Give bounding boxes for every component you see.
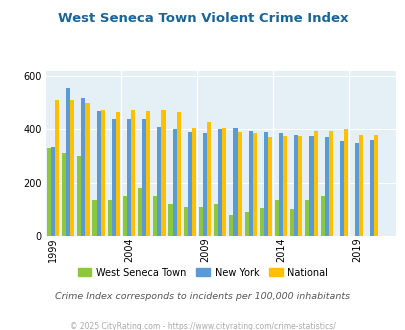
Text: West Seneca Town Violent Crime Index: West Seneca Town Violent Crime Index	[58, 12, 347, 24]
Bar	[153, 196, 157, 236]
Bar	[172, 129, 176, 236]
Bar	[320, 196, 324, 236]
Bar	[229, 214, 233, 236]
Bar	[168, 204, 172, 236]
Bar	[142, 119, 146, 236]
Bar	[51, 147, 55, 236]
Bar	[85, 103, 90, 236]
Bar	[183, 207, 188, 236]
Legend: West Seneca Town, New York, National: West Seneca Town, New York, National	[74, 264, 331, 282]
Bar	[96, 111, 100, 236]
Bar	[324, 138, 328, 236]
Bar	[237, 132, 241, 236]
Bar	[192, 128, 196, 236]
Bar	[263, 132, 267, 236]
Bar	[290, 209, 294, 236]
Bar	[100, 110, 104, 236]
Bar	[188, 132, 192, 236]
Bar	[259, 208, 263, 236]
Text: © 2025 CityRating.com - https://www.cityrating.com/crime-statistics/: © 2025 CityRating.com - https://www.city…	[70, 322, 335, 330]
Bar	[202, 134, 207, 236]
Bar	[77, 156, 81, 236]
Bar	[217, 129, 222, 236]
Bar	[298, 136, 302, 236]
Bar	[176, 112, 180, 236]
Bar	[138, 188, 142, 236]
Bar	[92, 200, 96, 236]
Bar	[62, 153, 66, 236]
Bar	[55, 100, 59, 236]
Bar	[343, 129, 347, 236]
Text: Crime Index corresponds to incidents per 100,000 inhabitants: Crime Index corresponds to incidents per…	[55, 292, 350, 301]
Bar	[70, 100, 74, 236]
Bar	[207, 121, 211, 236]
Bar	[233, 128, 237, 236]
Bar	[369, 140, 373, 236]
Bar	[123, 196, 127, 236]
Bar	[47, 148, 51, 236]
Bar	[248, 131, 252, 236]
Bar	[244, 212, 248, 236]
Bar	[252, 134, 256, 236]
Bar	[115, 112, 120, 236]
Bar	[267, 138, 271, 236]
Bar	[282, 136, 286, 236]
Bar	[373, 135, 377, 236]
Bar	[127, 119, 131, 236]
Bar	[157, 127, 161, 236]
Bar	[81, 98, 85, 236]
Bar	[66, 88, 70, 236]
Bar	[328, 131, 332, 236]
Bar	[339, 142, 343, 236]
Bar	[111, 119, 115, 236]
Bar	[198, 207, 202, 236]
Bar	[213, 204, 217, 236]
Bar	[309, 136, 313, 236]
Bar	[222, 128, 226, 236]
Bar	[146, 111, 150, 236]
Bar	[354, 143, 358, 236]
Bar	[161, 110, 165, 236]
Bar	[274, 200, 278, 236]
Bar	[294, 135, 298, 236]
Bar	[278, 134, 282, 236]
Bar	[131, 110, 135, 236]
Bar	[107, 200, 111, 236]
Bar	[305, 200, 309, 236]
Bar	[313, 131, 317, 236]
Bar	[358, 135, 362, 236]
